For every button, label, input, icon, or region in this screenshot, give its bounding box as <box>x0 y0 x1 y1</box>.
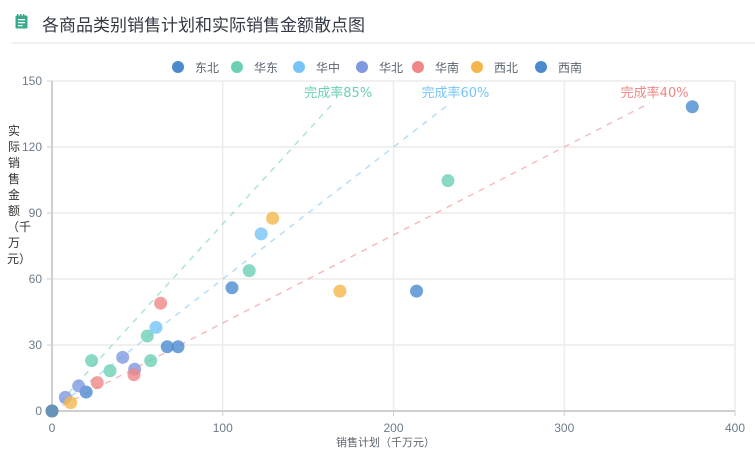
data-point[interactable] <box>140 329 154 343</box>
data-point[interactable] <box>441 174 455 188</box>
data-point[interactable] <box>72 379 86 393</box>
legend-label: 华东 <box>254 60 279 75</box>
x-tick-label: 300 <box>554 421 574 435</box>
chart-legend: 东北 华东 华中 华北 华南 西北 西南 <box>0 58 755 76</box>
reference-line <box>51 102 334 412</box>
data-point[interactable] <box>64 396 78 410</box>
y-tick-label: 0 <box>35 404 42 418</box>
data-point[interactable] <box>45 404 59 418</box>
data-point[interactable] <box>90 376 104 390</box>
data-point[interactable] <box>144 354 158 368</box>
y-tick-label: 30 <box>29 338 43 352</box>
legend-label: 东北 <box>195 60 220 75</box>
y-axis-label: 实际销售金额（千万元） <box>7 124 32 266</box>
data-point[interactable] <box>685 100 699 114</box>
x-axis-label: 销售计划（千万元） <box>336 436 435 449</box>
data-point[interactable] <box>254 227 268 241</box>
y-tick-label: 150 <box>22 74 42 88</box>
legend-item[interactable]: 华中 <box>293 58 340 76</box>
legend-item[interactable]: 东北 <box>172 58 219 76</box>
y-tick-label: 120 <box>22 140 42 154</box>
legend-label: 华南 <box>435 60 460 75</box>
legend-label: 西北 <box>494 60 519 75</box>
data-point[interactable] <box>116 350 130 364</box>
x-tick-label: 0 <box>49 421 56 435</box>
data-point[interactable] <box>242 264 256 278</box>
chart-header: 各商品类别销售计划和实际销售金额散点图 <box>0 0 755 44</box>
legend-item[interactable]: 华东 <box>231 58 278 76</box>
data-point[interactable] <box>149 320 163 334</box>
legend-marker-icon <box>231 61 243 73</box>
header-divider <box>12 42 755 44</box>
data-point[interactable] <box>160 340 174 354</box>
y-tick-label: 60 <box>29 272 43 286</box>
reference-line <box>51 102 650 412</box>
legend-marker-icon <box>356 61 368 73</box>
legend-marker-icon <box>412 61 424 73</box>
data-point[interactable] <box>333 284 347 298</box>
legend-marker-icon <box>172 61 184 73</box>
legend-item[interactable]: 华北 <box>356 58 403 76</box>
legend-item[interactable]: 西南 <box>535 58 582 76</box>
data-point[interactable] <box>266 211 280 225</box>
legend-marker-icon <box>293 61 305 73</box>
reference-line-label: 完成率60% <box>421 85 489 101</box>
data-point[interactable] <box>171 340 185 354</box>
document-list-icon <box>15 14 28 29</box>
x-tick-label: 100 <box>213 421 233 435</box>
legend-item[interactable]: 华南 <box>412 58 459 76</box>
data-point[interactable] <box>103 364 117 378</box>
chart-title: 各商品类别销售计划和实际销售金额散点图 <box>42 16 365 36</box>
data-point[interactable] <box>410 284 424 298</box>
legend-marker-icon <box>535 61 547 73</box>
legend-label: 华中 <box>316 60 341 75</box>
data-point[interactable] <box>225 281 239 295</box>
reference-line-label: 完成率40% <box>621 85 689 101</box>
legend-item[interactable]: 西北 <box>471 58 518 76</box>
data-point[interactable] <box>154 296 168 310</box>
x-tick-label: 400 <box>725 421 745 435</box>
legend-label: 华北 <box>379 60 404 75</box>
legend-marker-icon <box>471 61 483 73</box>
data-point[interactable] <box>85 354 99 368</box>
legend-label: 西南 <box>558 60 583 75</box>
reference-line-label: 完成率85% <box>304 85 372 101</box>
data-point[interactable] <box>127 368 141 382</box>
x-tick-label: 200 <box>383 421 403 435</box>
y-tick-label: 90 <box>29 206 43 220</box>
